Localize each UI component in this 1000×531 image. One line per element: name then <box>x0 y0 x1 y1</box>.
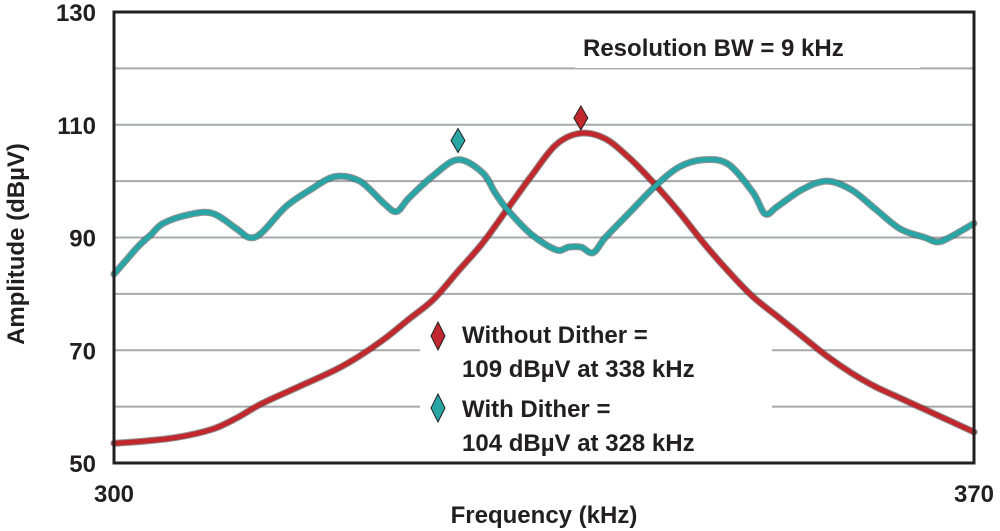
legend: Without Dither = 109 dBµV at 338 kHz Wit… <box>430 320 695 457</box>
legend-without-dither-line1: Without Dither = <box>462 322 648 349</box>
curves <box>110 129 978 447</box>
peak-marker-without-dither <box>573 104 589 131</box>
peak-marker-with-dither <box>450 127 466 154</box>
legend-background <box>420 318 772 464</box>
series-with-dither-line <box>111 156 977 277</box>
x-axis-title: Frequency (kHz) <box>451 502 638 529</box>
x-axis-ticks: 300 370 <box>94 481 994 508</box>
legend-with-dither-line2: 104 dBµV at 328 kHz <box>462 430 695 457</box>
series-with-dither-shadow <box>110 155 978 278</box>
x-tick-label: 370 <box>954 481 994 508</box>
y-tick-label: 50 <box>69 451 96 478</box>
y-tick-label: 90 <box>69 226 96 253</box>
y-axis-ticks: 50 70 90 110 130 <box>56 0 96 478</box>
y-axis-title: Amplitude (dBµV) <box>3 143 30 345</box>
y-tick-label: 130 <box>56 0 96 27</box>
legend-without-dither-line2: 109 dBµV at 338 kHz <box>462 356 695 383</box>
peak-markers <box>450 104 589 154</box>
annotation-background <box>575 24 920 68</box>
x-tick-label: 300 <box>94 481 134 508</box>
legend-marker-without-dither <box>430 320 446 352</box>
legend-with-dither-line1: With Dither = <box>462 396 610 423</box>
plot-frame <box>112 10 976 465</box>
series-without-dither-line <box>111 130 977 446</box>
y-tick-label: 70 <box>69 338 96 365</box>
y-tick-label: 110 <box>57 113 96 140</box>
resolution-bw-annotation: Resolution BW = 9 kHz <box>583 35 844 62</box>
legend-marker-with-dither <box>430 392 446 424</box>
